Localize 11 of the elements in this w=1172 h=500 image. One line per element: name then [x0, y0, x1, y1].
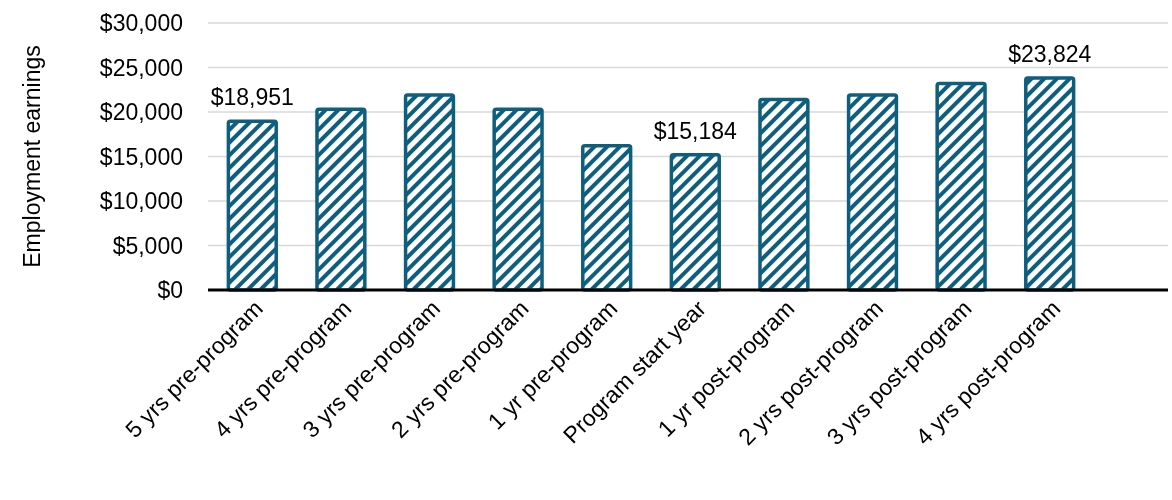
- y-tick-label: $15,000: [99, 143, 183, 170]
- y-tick-label: $0: [157, 277, 183, 304]
- y-axis-title: Employment earnings: [19, 45, 45, 268]
- y-tick-label: $25,000: [99, 54, 183, 81]
- data-label: $18,951: [210, 84, 294, 111]
- data-label: $15,184: [653, 117, 738, 144]
- y-tick-label: $20,000: [99, 99, 183, 126]
- y-tick-label: $30,000: [99, 10, 183, 37]
- y-tick-label: $5,000: [112, 232, 183, 259]
- data-label: $23,824: [1008, 40, 1092, 67]
- y-tick-label: $10,000: [99, 188, 183, 215]
